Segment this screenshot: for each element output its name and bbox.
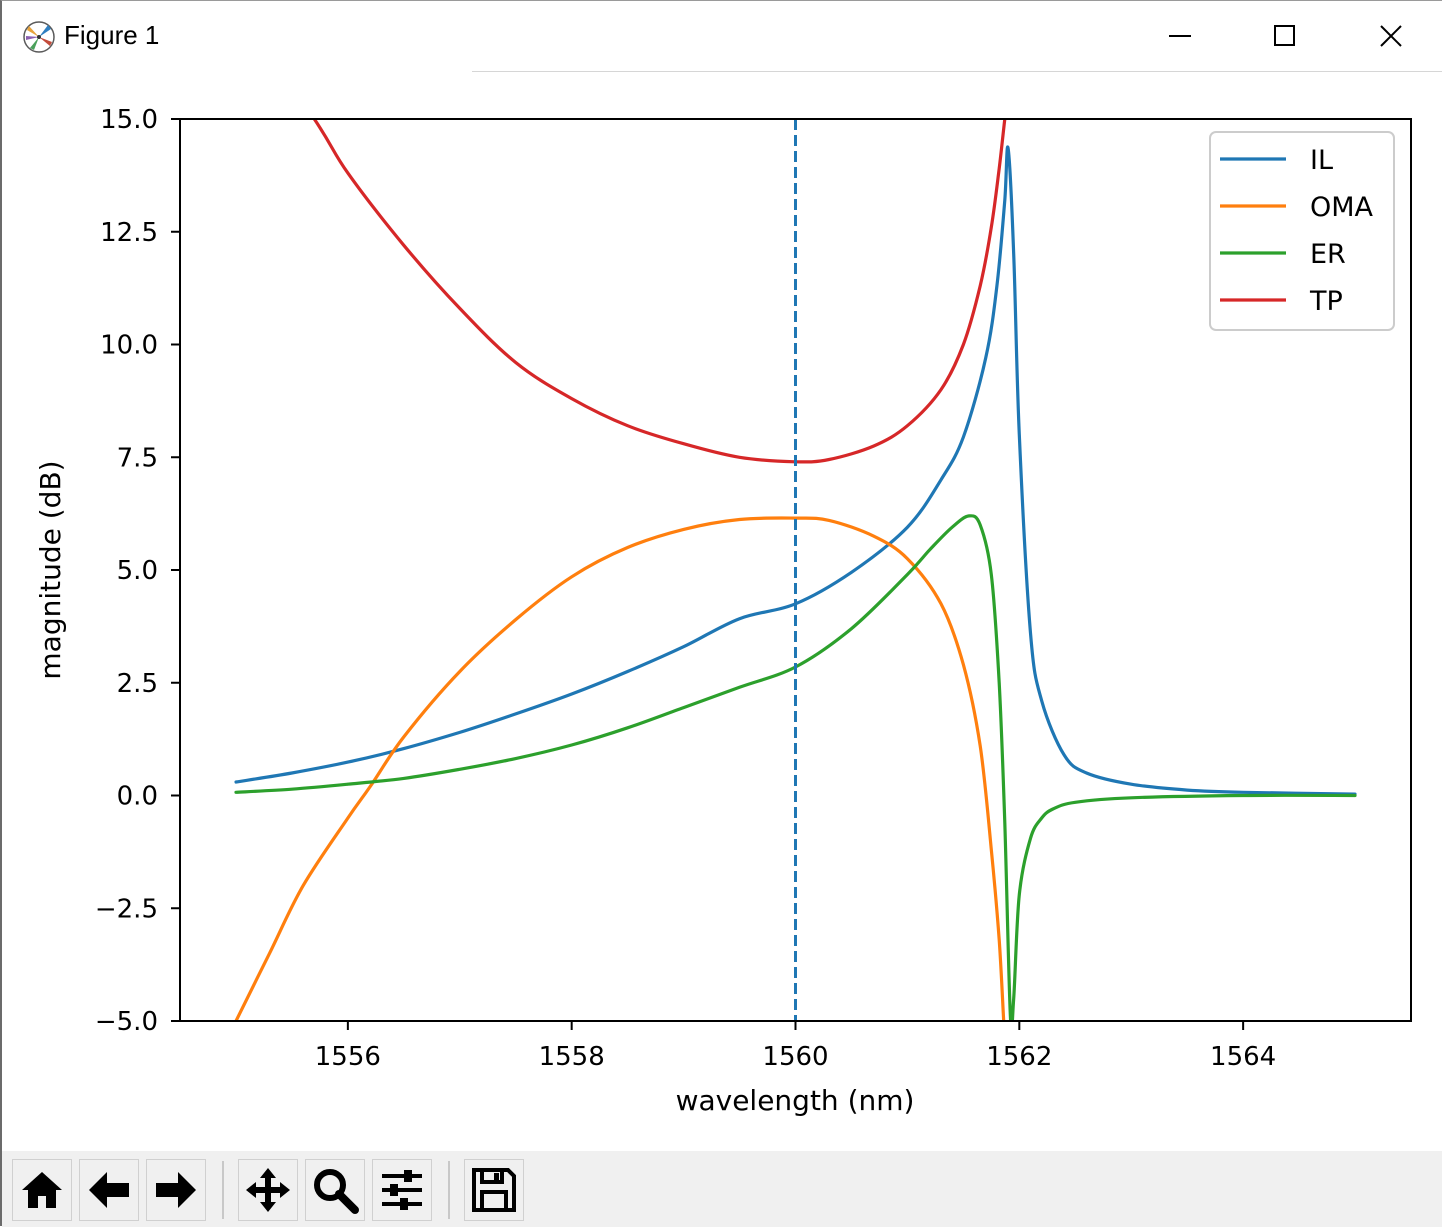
y-tick-label: 0.0 xyxy=(117,782,158,812)
minimize-button[interactable] xyxy=(1145,11,1215,61)
zoom-button[interactable] xyxy=(305,1159,365,1221)
legend: IL OMA ER TP xyxy=(1209,131,1395,331)
y-tick-label: 10.0 xyxy=(100,331,158,361)
forward-icon xyxy=(156,1172,196,1208)
home-icon xyxy=(22,1172,62,1208)
home-button[interactable] xyxy=(12,1159,72,1221)
pan-icon xyxy=(246,1168,290,1212)
x-tick-label: 1556 xyxy=(315,1042,381,1072)
close-icon xyxy=(1380,25,1402,47)
zoom-icon xyxy=(314,1169,359,1214)
y-tick-label: 5.0 xyxy=(117,556,158,586)
maximize-button[interactable] xyxy=(1250,11,1320,61)
window-title: Figure 1 xyxy=(64,20,160,50)
plot-lines xyxy=(234,119,1357,1021)
series-line-er xyxy=(234,514,1357,1021)
y-tick-label: −2.5 xyxy=(95,894,158,924)
y-tick-label: 15.0 xyxy=(100,105,158,135)
y-axis-ticks: −5.0 −2.5 0.0 2.5 5.0 7.5 10.0 12.5 15.0 xyxy=(95,105,180,1037)
y-tick-label: 7.5 xyxy=(117,443,158,473)
x-axis-label: wavelength (nm) xyxy=(676,1084,915,1117)
y-tick-label: 2.5 xyxy=(117,669,158,699)
y-axis-label: magnitude (dB) xyxy=(34,460,67,679)
x-tick-label: 1558 xyxy=(539,1042,605,1072)
y-tick-label: −5.0 xyxy=(95,1007,158,1037)
legend-label-oma: OMA xyxy=(1310,192,1374,223)
configure-subplots-button[interactable] xyxy=(372,1159,432,1221)
toolbar-separator xyxy=(448,1161,450,1219)
legend-box xyxy=(1209,131,1395,331)
x-axis-ticks: 1556 1558 1560 1562 1564 xyxy=(315,1021,1276,1072)
x-tick-label: 1560 xyxy=(762,1042,828,1072)
title-divider xyxy=(472,71,1442,72)
x-tick-label: 1562 xyxy=(986,1042,1052,1072)
save-button[interactable] xyxy=(464,1159,524,1221)
x-tick-label: 1564 xyxy=(1210,1042,1276,1072)
series-line-il xyxy=(234,145,1357,796)
back-button[interactable] xyxy=(79,1159,139,1221)
legend-label-er: ER xyxy=(1310,239,1346,270)
save-icon xyxy=(472,1168,516,1212)
y-tick-label: 12.5 xyxy=(100,218,158,248)
configure-subplots-icon xyxy=(382,1170,422,1210)
pan-button[interactable] xyxy=(238,1159,298,1221)
figure-canvas[interactable]: 1556 1558 1560 1562 1564 −5.0 −2.5 0.0 2.5 5.0 7.… xyxy=(2,72,1442,1151)
maximize-icon xyxy=(1274,25,1295,46)
legend-label-tp: TP xyxy=(1309,286,1343,317)
toolbar-separator xyxy=(222,1161,224,1219)
forward-button[interactable] xyxy=(146,1159,206,1221)
back-icon xyxy=(89,1172,129,1208)
navigation-toolbar xyxy=(2,1151,1442,1227)
close-button[interactable] xyxy=(1356,11,1426,61)
matplotlib-icon xyxy=(23,21,55,53)
series-line-tp xyxy=(312,119,1007,464)
legend-label-il: IL xyxy=(1310,145,1333,176)
minimize-icon xyxy=(1169,35,1191,37)
series-line-oma xyxy=(234,516,1006,1021)
title-bar[interactable]: Figure 1 xyxy=(2,1,1442,71)
